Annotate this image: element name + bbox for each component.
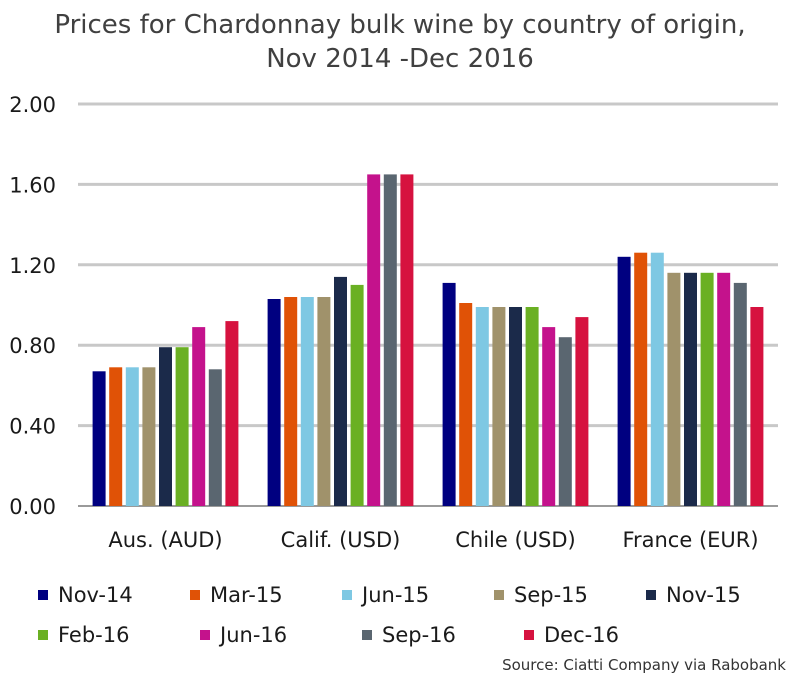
bar-nov-14 [442,282,456,506]
bar-feb-16 [175,347,189,506]
bar-jun-15 [475,307,489,506]
bar-nov-15 [334,276,347,506]
bar-dec-16 [575,317,589,506]
bar-jun-16 [192,327,206,506]
legend-label: Jun-15 [362,583,430,607]
bar-feb-16 [350,284,364,506]
bar-mar-15 [634,252,648,506]
bar-nov-15 [509,307,522,506]
bar-nov-15 [684,272,697,506]
chart-title-line-1: Prices for Chardonnay bulk wine by count… [54,10,746,40]
legend: Nov-14 Mar-15 Jun-15 Sep-15 Nov-15 Feb-16 Jun-… [38,575,798,655]
legend-item: Sep-16 [362,623,524,647]
y-tick-label: 1.20 [9,254,56,278]
bar-mar-15 [109,367,123,506]
legend-label: Sep-15 [514,583,588,607]
bar-dec-16 [400,174,414,506]
x-category-label: Calif. (USD) [281,528,401,552]
legend-swatch [38,630,48,640]
y-tick-label: 0.00 [9,495,56,519]
bar-dec-16 [750,307,764,506]
legend-row: Feb-16 Jun-16 Sep-16 Dec-16 [38,615,798,655]
bar-sep-15 [142,367,156,506]
bar-sep-16 [558,337,572,506]
legend-item: Feb-16 [38,623,200,647]
x-category-label: Aus. (AUD) [108,528,222,552]
bar-dec-16 [225,321,239,506]
bar-jun-15 [300,297,314,506]
legend-swatch [190,590,200,600]
legend-swatch [646,590,656,600]
legend-label: Mar-15 [210,583,283,607]
x-category-label: Chile (USD) [455,528,576,552]
legend-label: Nov-14 [58,583,133,607]
y-tick-label: 1.60 [9,173,56,197]
bar-nov-15 [159,347,172,506]
legend-swatch [342,590,352,600]
x-category-label: France (EUR) [622,528,758,552]
y-tick-label: 0.40 [9,415,56,439]
bar-nov-14 [92,371,106,506]
legend-swatch [524,630,534,640]
chart-title: Prices for Chardonnay bulk wine by count… [0,8,800,76]
bar-feb-16 [700,272,714,506]
bar-jun-16 [717,272,731,506]
legend-label: Dec-16 [544,623,619,647]
bar-sep-15 [667,272,681,506]
bar-sep-16 [733,282,747,506]
bar-sep-16 [208,369,222,506]
legend-item: Jun-16 [200,623,362,647]
legend-row: Nov-14 Mar-15 Jun-15 Sep-15 Nov-15 [38,575,798,615]
source-note: Source: Ciatti Company via Rabobank [502,656,786,674]
legend-item: Sep-15 [494,583,646,607]
bar-jun-15 [125,367,139,506]
legend-item: Dec-16 [524,623,686,647]
bar-jun-16 [542,327,556,506]
bar-sep-16 [383,174,397,506]
legend-label: Sep-16 [382,623,456,647]
bar-nov-14 [617,256,631,506]
bar-sep-15 [492,307,506,506]
legend-item: Jun-15 [342,583,494,607]
bar-sep-15 [317,297,331,506]
bar-nov-14 [267,299,281,506]
legend-swatch [38,590,48,600]
bar-mar-15 [459,303,473,506]
legend-label: Feb-16 [58,623,130,647]
legend-item: Nov-15 [646,583,798,607]
y-tick-label: 2.00 [9,93,56,117]
legend-label: Nov-15 [666,583,741,607]
y-tick-label: 0.80 [9,334,56,358]
legend-item: Nov-14 [38,583,190,607]
legend-label: Jun-16 [220,623,288,647]
legend-item: Mar-15 [190,583,342,607]
chart-title-line-2: Nov 2014 -Dec 2016 [266,44,534,74]
bar-jun-15 [650,252,664,506]
bar-feb-16 [525,307,539,506]
legend-swatch [362,630,372,640]
bar-jun-16 [367,174,381,506]
legend-swatch [494,590,504,600]
bar-mar-15 [284,297,298,506]
legend-swatch [200,630,210,640]
